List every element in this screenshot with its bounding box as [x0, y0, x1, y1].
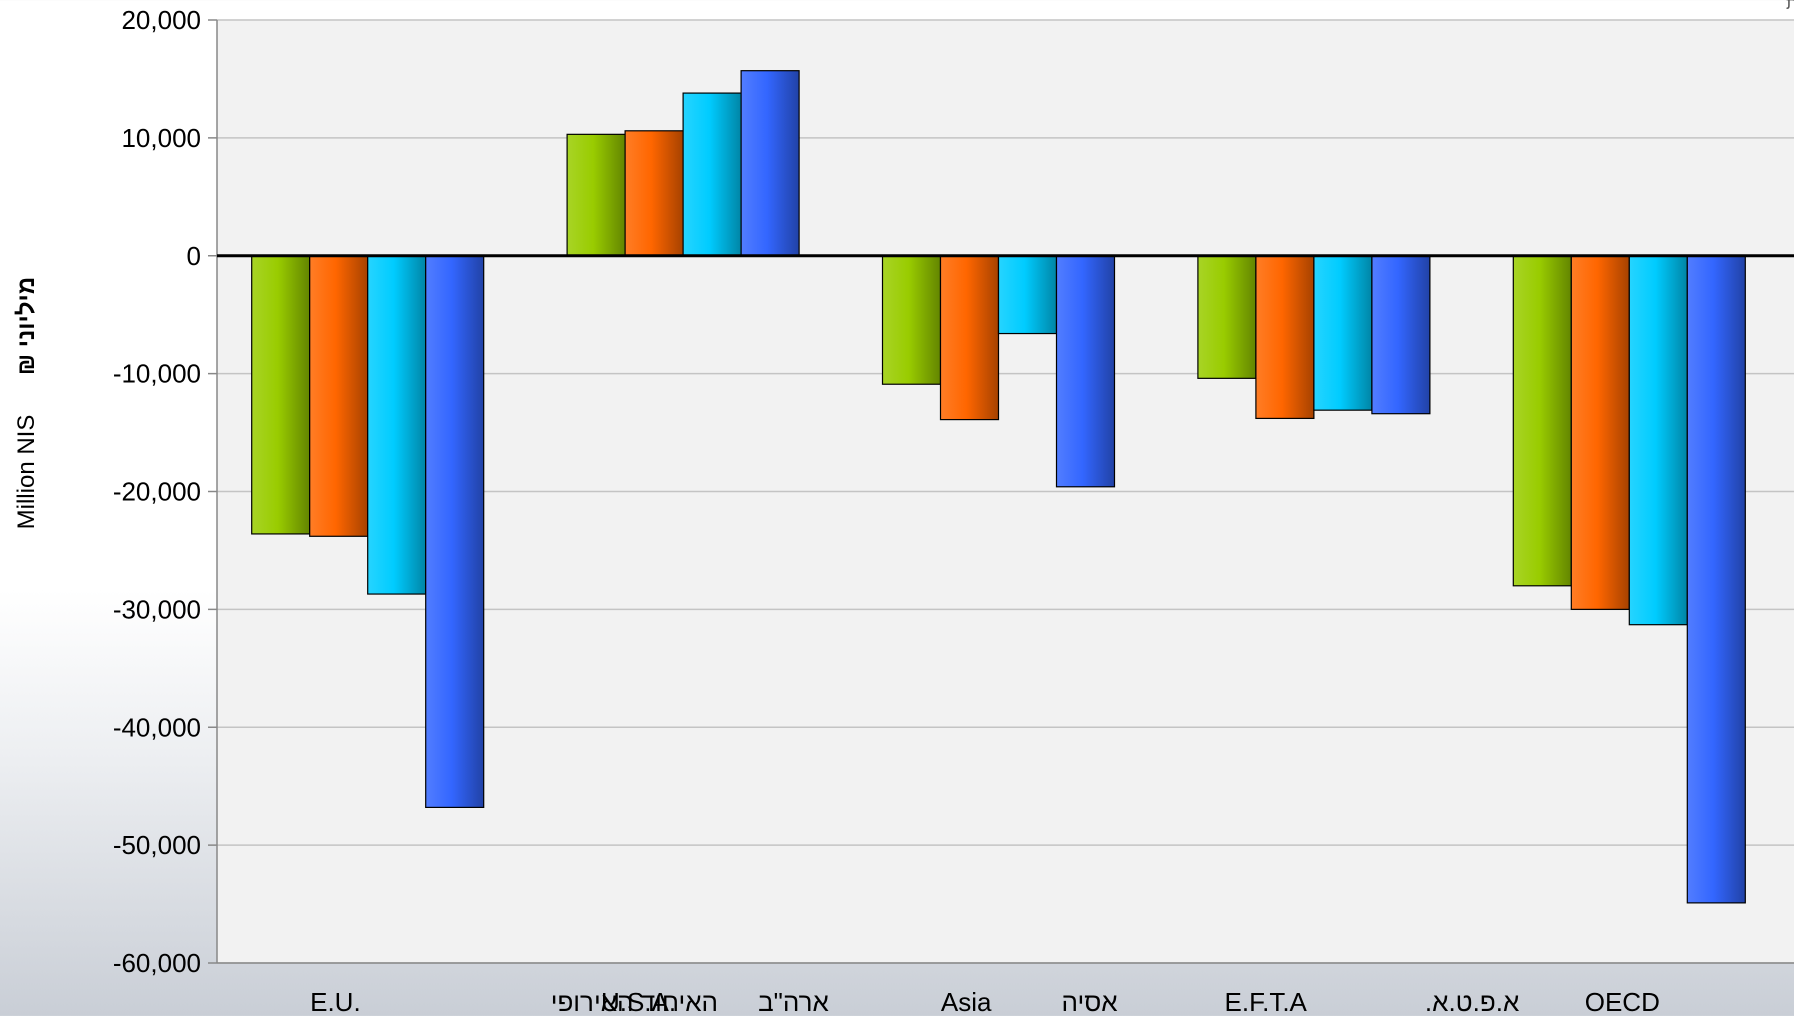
bar: [1628, 255, 1688, 626]
y-axis-label-he: מיליוני ₪: [13, 277, 40, 375]
y-axis-label-en: Million NIS: [13, 415, 40, 530]
bar: [682, 92, 742, 257]
category-label-en: E.U.: [310, 987, 361, 1016]
bar: [309, 255, 369, 537]
y-tick-label: 20,000: [121, 5, 201, 35]
category-label: אסיה Asia: [941, 987, 1118, 1016]
bar: [1055, 255, 1116, 488]
category-label: OECD: [1585, 987, 1660, 1016]
y-tick-label: 0: [187, 241, 201, 271]
bar: [1371, 255, 1431, 415]
bar: [1255, 255, 1315, 420]
category-label-he: אסיה: [1062, 987, 1118, 1016]
y-axis-label: Million NIS מיליוני ₪: [13, 277, 40, 530]
category-label: ארה"ב U.S.A.: [601, 987, 829, 1016]
bar: [881, 255, 942, 385]
bar: [1570, 255, 1630, 610]
bar: [251, 255, 311, 535]
category-label-en: E.F.T.A: [1225, 987, 1308, 1016]
y-tick-label: -40,000: [113, 712, 201, 742]
bar: [939, 255, 1000, 421]
y-tick-label: -60,000: [113, 948, 201, 978]
category-labels: האיחוד האירופי E.U. ארה"ב U.S.A. אסיה Asia א.פ…: [310, 987, 1660, 1016]
axes: [208, 19, 1794, 964]
category-label-en: Asia: [941, 987, 992, 1016]
category-label-he: ארה"ב: [758, 987, 829, 1016]
category-label-he: א.פ.ט.א.: [1425, 987, 1519, 1016]
bar: [624, 130, 684, 257]
y-tick-label: -20,000: [113, 477, 201, 507]
y-tick-label: -50,000: [113, 830, 201, 860]
bar: [997, 255, 1058, 335]
category-label-he: האיחוד האירופי: [551, 987, 718, 1016]
category-label-en: U.S.A.: [601, 987, 676, 1016]
bar: [1512, 255, 1572, 587]
category-label-en: OECD: [1585, 987, 1660, 1016]
corner-note: בנה אוטומטית: [1786, 0, 1794, 13]
category-label: א.פ.ט.א. E.F.T.A: [1225, 987, 1520, 1016]
y-tick-label: -30,000: [113, 594, 201, 624]
category-label: האיחוד האירופי E.U.: [310, 987, 718, 1016]
y-tick-labels: 20,000 10,000 0 -10,000 -20,000 -30,000 -40,00…: [113, 5, 201, 978]
y-tick-label: -10,000: [113, 359, 201, 389]
bar: [1313, 255, 1373, 411]
bars: [251, 70, 1746, 904]
bar: [367, 255, 427, 595]
bar: [425, 255, 485, 809]
bar: [566, 133, 626, 257]
bar: [1197, 255, 1257, 379]
y-tick-label: 10,000: [121, 123, 201, 153]
bar: [740, 70, 800, 257]
bar: [1686, 255, 1746, 904]
